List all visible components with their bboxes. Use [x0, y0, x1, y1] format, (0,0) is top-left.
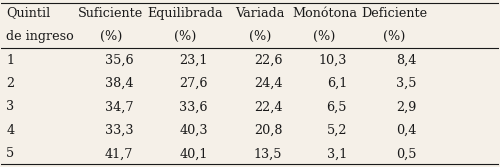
Text: 6,5: 6,5 [326, 101, 347, 113]
Text: Deficiente: Deficiente [361, 7, 428, 20]
Text: 2: 2 [6, 77, 14, 90]
Text: Monótona: Monótona [292, 7, 357, 20]
Text: de ingreso: de ingreso [6, 30, 74, 43]
Text: Suficiente: Suficiente [78, 7, 144, 20]
Text: 40,3: 40,3 [179, 124, 208, 137]
Text: 0,4: 0,4 [396, 124, 416, 137]
Text: (%): (%) [249, 30, 271, 43]
Text: Quintil: Quintil [6, 7, 51, 20]
Text: 38,4: 38,4 [104, 77, 133, 90]
Text: 40,1: 40,1 [180, 147, 208, 160]
Text: Variada: Variada [236, 7, 284, 20]
Text: 22,4: 22,4 [254, 101, 282, 113]
Text: (%): (%) [383, 30, 406, 43]
Text: Equilibrada: Equilibrada [148, 7, 223, 20]
Text: (%): (%) [100, 30, 122, 43]
Text: 3,5: 3,5 [396, 77, 416, 90]
Text: 1: 1 [6, 54, 14, 66]
Text: 27,6: 27,6 [179, 77, 208, 90]
Text: 35,6: 35,6 [104, 54, 133, 66]
Text: 5,2: 5,2 [326, 124, 347, 137]
Text: 5: 5 [6, 147, 14, 160]
Text: 3,1: 3,1 [326, 147, 347, 160]
Text: 41,7: 41,7 [105, 147, 133, 160]
Text: 22,6: 22,6 [254, 54, 282, 66]
Text: 2,9: 2,9 [396, 101, 416, 113]
Text: 33,6: 33,6 [179, 101, 208, 113]
Text: 0,5: 0,5 [396, 147, 416, 160]
Text: 6,1: 6,1 [326, 77, 347, 90]
Text: 23,1: 23,1 [180, 54, 208, 66]
Text: 24,4: 24,4 [254, 77, 282, 90]
Text: (%): (%) [314, 30, 336, 43]
Text: (%): (%) [174, 30, 197, 43]
Text: 4: 4 [6, 124, 14, 137]
Text: 33,3: 33,3 [104, 124, 133, 137]
Text: 10,3: 10,3 [318, 54, 347, 66]
Text: 20,8: 20,8 [254, 124, 282, 137]
Text: 3: 3 [6, 101, 14, 113]
Text: 34,7: 34,7 [104, 101, 133, 113]
Text: 8,4: 8,4 [396, 54, 416, 66]
Text: 13,5: 13,5 [254, 147, 282, 160]
